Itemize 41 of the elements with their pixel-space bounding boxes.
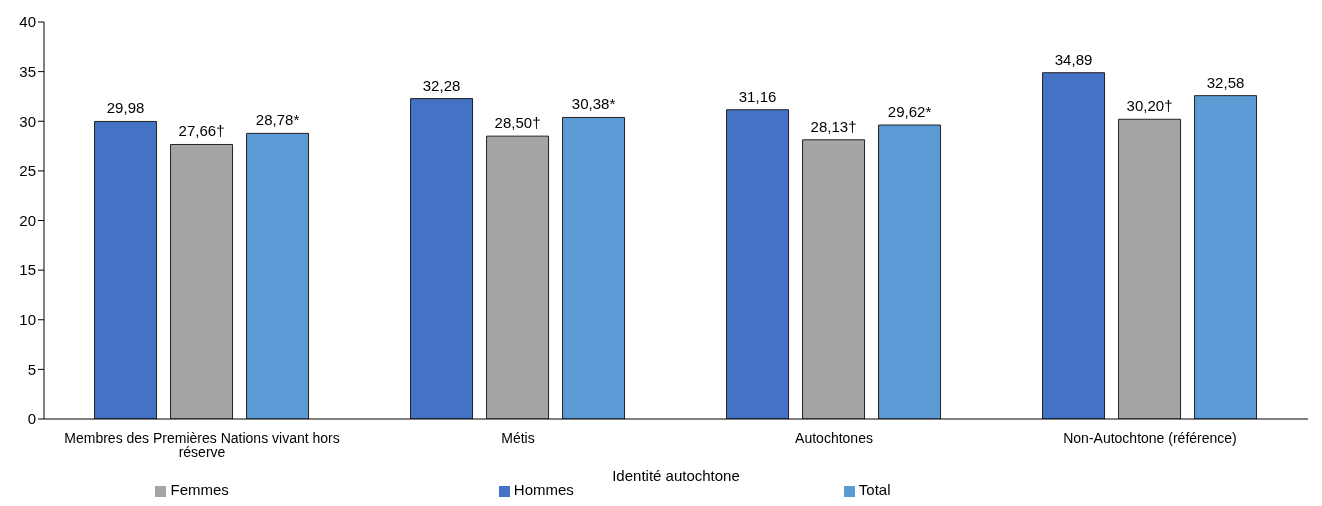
y-tick-label: 30: [19, 112, 36, 130]
data-label: 28,78*: [255, 111, 300, 129]
bar: [802, 139, 866, 419]
data-label: 34,89: [1054, 50, 1093, 68]
data-label: 32,58: [1206, 73, 1245, 91]
bar: [726, 109, 790, 419]
y-tick-label: 5: [27, 360, 36, 378]
bar: [94, 120, 158, 419]
data-label: 27,66†: [178, 122, 225, 140]
legend-label: Femmes: [170, 481, 229, 498]
data-label: 30,38*: [571, 95, 616, 113]
y-tick-label: 20: [19, 211, 36, 229]
x-tick-label: Membres des Premières Nations vivant hors réserve: [64, 429, 340, 460]
bar: [170, 143, 234, 419]
data-label: 31,16: [738, 87, 777, 105]
y-tick-label: 35: [19, 62, 36, 80]
x-axis-title: Identité autochtone: [612, 467, 740, 484]
legend-label: Total: [858, 481, 891, 498]
bar: [1042, 72, 1106, 419]
data-label: 30,20†: [1126, 97, 1173, 115]
data-label: 32,28: [422, 76, 461, 94]
x-tick-label: Autochtones: [795, 429, 873, 446]
bar: [1118, 118, 1182, 419]
legend-label: Hommes: [513, 481, 574, 498]
x-tick-label: Métis: [501, 429, 535, 446]
bar: [486, 135, 550, 419]
y-tick-label: 0: [27, 410, 36, 428]
data-label: 29,62*: [887, 103, 932, 121]
y-tick-label: 10: [19, 311, 36, 329]
data-label: 28,50†: [494, 114, 541, 132]
data-label: 28,13†: [810, 117, 857, 135]
bar: [1194, 95, 1258, 419]
y-tick-label: 25: [19, 162, 36, 180]
bar: [878, 124, 942, 419]
y-tick-label: 15: [19, 261, 36, 279]
data-label: 29,98: [106, 99, 145, 117]
bar: [246, 132, 310, 419]
y-tick-label: 40: [19, 13, 36, 31]
bar: [562, 116, 626, 419]
bar: [410, 98, 474, 419]
x-tick-label: Non-Autochtone (référence): [1063, 429, 1237, 446]
